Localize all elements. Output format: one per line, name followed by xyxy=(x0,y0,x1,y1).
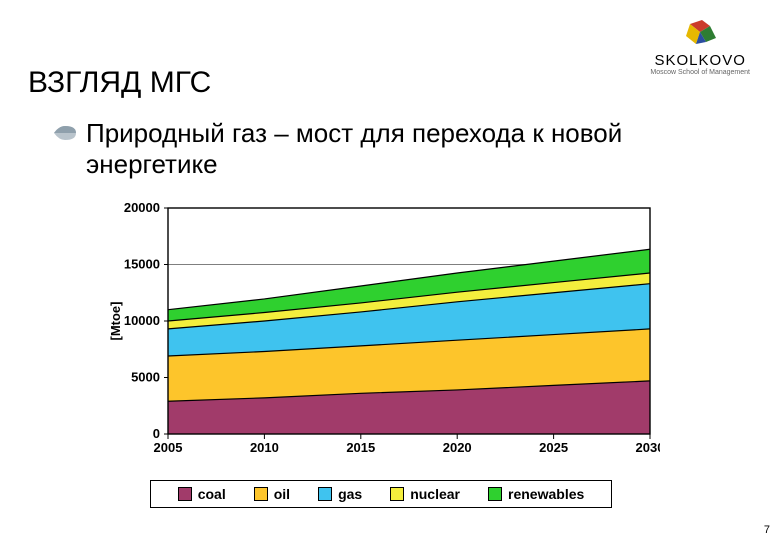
svg-text:2005: 2005 xyxy=(154,440,183,455)
subtitle-row: Природный газ – мост для перехода к ново… xyxy=(54,118,740,180)
chart-legend: coal oil gas nuclear renewables xyxy=(150,480,612,508)
bullet-icon xyxy=(54,126,76,140)
legend-item-oil: oil xyxy=(254,486,290,502)
legend-label: coal xyxy=(198,486,226,502)
legend-item-renewables: renewables xyxy=(488,486,584,502)
logo-text: SKOLKOVO xyxy=(650,52,750,69)
svg-text:0: 0 xyxy=(153,426,160,441)
legend-swatch-icon xyxy=(254,487,268,501)
logo: SKOLKOVO Moscow School of Management xyxy=(650,20,750,76)
subtitle: Природный газ – мост для перехода к ново… xyxy=(86,118,740,180)
svg-text:5000: 5000 xyxy=(131,370,160,385)
logo-subtitle: Moscow School of Management xyxy=(650,69,750,76)
legend-swatch-icon xyxy=(178,487,192,501)
svg-text:10000: 10000 xyxy=(124,313,160,328)
svg-text:2030: 2030 xyxy=(636,440,660,455)
svg-text:2025: 2025 xyxy=(539,440,568,455)
skolkovo-logo-icon xyxy=(682,20,718,50)
legend-label: oil xyxy=(274,486,290,502)
legend-item-coal: coal xyxy=(178,486,226,502)
legend-item-nuclear: nuclear xyxy=(390,486,460,502)
legend-label: nuclear xyxy=(410,486,460,502)
page-title: ВЗГЛЯД МГС xyxy=(28,66,211,100)
svg-text:2015: 2015 xyxy=(346,440,375,455)
legend-label: gas xyxy=(338,486,362,502)
page-number: 7 xyxy=(764,524,770,536)
energy-stacked-area-chart: 0 5000 10000 15000 20000 2005 2010 2015 2020 2025… xyxy=(100,200,660,460)
legend-swatch-icon xyxy=(318,487,332,501)
svg-text:2010: 2010 xyxy=(250,440,279,455)
svg-text:[Mtoe]: [Mtoe] xyxy=(108,302,123,341)
svg-text:2020: 2020 xyxy=(443,440,472,455)
legend-swatch-icon xyxy=(488,487,502,501)
svg-text:20000: 20000 xyxy=(124,200,160,215)
legend-label: renewables xyxy=(508,486,584,502)
svg-text:15000: 15000 xyxy=(124,257,160,272)
legend-item-gas: gas xyxy=(318,486,362,502)
legend-swatch-icon xyxy=(390,487,404,501)
